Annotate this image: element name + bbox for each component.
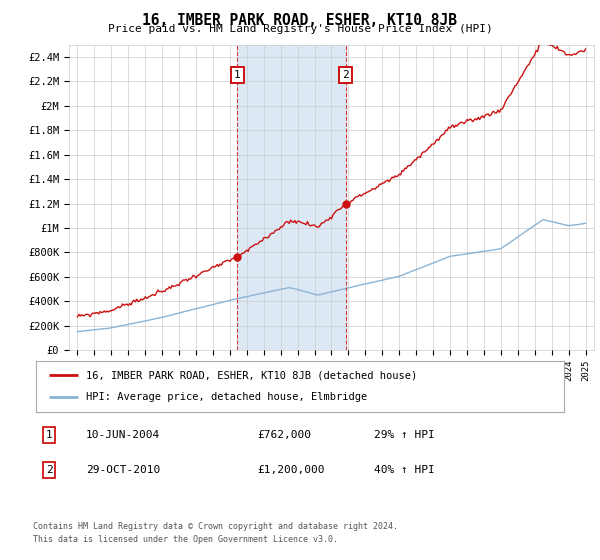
Text: 1: 1 [234, 71, 241, 80]
Text: 1: 1 [46, 430, 53, 440]
Text: This data is licensed under the Open Government Licence v3.0.: This data is licensed under the Open Gov… [33, 535, 338, 544]
Text: 29-OCT-2010: 29-OCT-2010 [86, 465, 160, 475]
Text: 2: 2 [342, 71, 349, 80]
Text: 29% ↑ HPI: 29% ↑ HPI [374, 430, 434, 440]
Bar [238, 45, 346, 350]
Text: 40% ↑ HPI: 40% ↑ HPI [374, 465, 434, 475]
Text: Price paid vs. HM Land Registry's House Price Index (HPI): Price paid vs. HM Land Registry's House … [107, 24, 493, 34]
Text: 10-JUN-2004: 10-JUN-2004 [86, 430, 160, 440]
Text: £1,200,000: £1,200,000 [258, 465, 325, 475]
Text: Contains HM Land Registry data © Crown copyright and database right 2024.: Contains HM Land Registry data © Crown c… [33, 522, 398, 531]
Text: 2: 2 [46, 465, 53, 475]
Text: HPI: Average price, detached house, Elmbridge: HPI: Average price, detached house, Elmb… [86, 393, 367, 403]
Text: 16, IMBER PARK ROAD, ESHER, KT10 8JB: 16, IMBER PARK ROAD, ESHER, KT10 8JB [143, 13, 458, 28]
Text: £762,000: £762,000 [258, 430, 312, 440]
Text: 16, IMBER PARK ROAD, ESHER, KT10 8JB (detached house): 16, IMBER PARK ROAD, ESHER, KT10 8JB (de… [86, 370, 418, 380]
